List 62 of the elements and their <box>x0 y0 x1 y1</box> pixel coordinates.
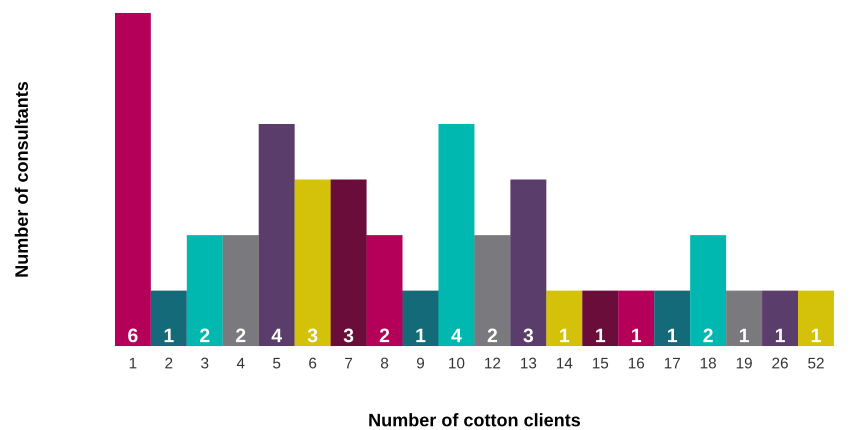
data-label: 4 <box>451 328 462 342</box>
data-label: 2 <box>380 328 390 342</box>
x-tick-label: 26 <box>772 358 788 368</box>
data-label: 1 <box>164 328 174 342</box>
bar <box>294 180 331 346</box>
data-label: 3 <box>523 328 534 342</box>
bar <box>510 180 546 346</box>
x-tick-label: 18 <box>700 358 716 368</box>
x-tick-label: 7 <box>345 358 352 368</box>
x-tick-label: 19 <box>736 358 752 368</box>
data-label: 3 <box>308 328 318 342</box>
bar <box>366 235 403 346</box>
data-label: 2 <box>200 328 210 342</box>
data-label: 3 <box>344 328 354 342</box>
x-tick-label: 5 <box>273 358 280 368</box>
data-label: 4 <box>272 328 282 342</box>
data-label: 2 <box>236 328 246 342</box>
bar <box>150 290 187 346</box>
data-label: 1 <box>632 328 642 342</box>
bar <box>114 12 151 346</box>
bar <box>618 290 654 346</box>
bar <box>690 235 726 346</box>
x-tick-label: 4 <box>236 358 245 368</box>
x-tick-label: 14 <box>556 358 572 368</box>
data-label: 2 <box>488 328 498 342</box>
x-tick-label: 15 <box>592 358 608 368</box>
x-tick-label: 9 <box>416 358 424 368</box>
x-tick-label: 13 <box>521 358 536 368</box>
x-tick-label: 52 <box>808 358 824 368</box>
data-label: 1 <box>560 328 570 342</box>
bar <box>546 290 582 346</box>
x-tick-label: 16 <box>628 358 644 368</box>
data-label: 1 <box>740 328 749 342</box>
data-label: 6 <box>128 328 138 342</box>
data-label: 1 <box>812 328 821 342</box>
data-label: 1 <box>596 328 606 342</box>
y-axis-title: Number of consultants <box>14 82 28 277</box>
data-label: 2 <box>703 328 713 342</box>
bar <box>186 235 223 346</box>
bar <box>726 290 762 346</box>
x-tick-label: 12 <box>485 358 500 368</box>
bar <box>474 235 510 346</box>
x-tick-label: 10 <box>449 358 464 368</box>
bar <box>330 180 367 346</box>
x-tick-label: 3 <box>201 358 208 368</box>
x-tick-label: 17 <box>664 358 680 368</box>
data-label: 1 <box>668 328 678 342</box>
data-label: 1 <box>416 328 426 342</box>
bar <box>402 290 438 346</box>
x-tick-label: 1 <box>130 358 136 368</box>
bar <box>762 290 798 346</box>
x-tick-label: 6 <box>309 358 316 368</box>
bar <box>222 235 259 346</box>
bar <box>654 290 690 346</box>
data-label: 1 <box>776 328 785 342</box>
bar <box>798 290 834 346</box>
x-tick-label: 2 <box>165 358 172 368</box>
x-tick-label: 8 <box>380 358 388 368</box>
bar <box>438 124 474 346</box>
bar <box>258 124 295 346</box>
x-axis-title: Number of cotton clients <box>369 413 580 426</box>
bar <box>582 290 618 346</box>
